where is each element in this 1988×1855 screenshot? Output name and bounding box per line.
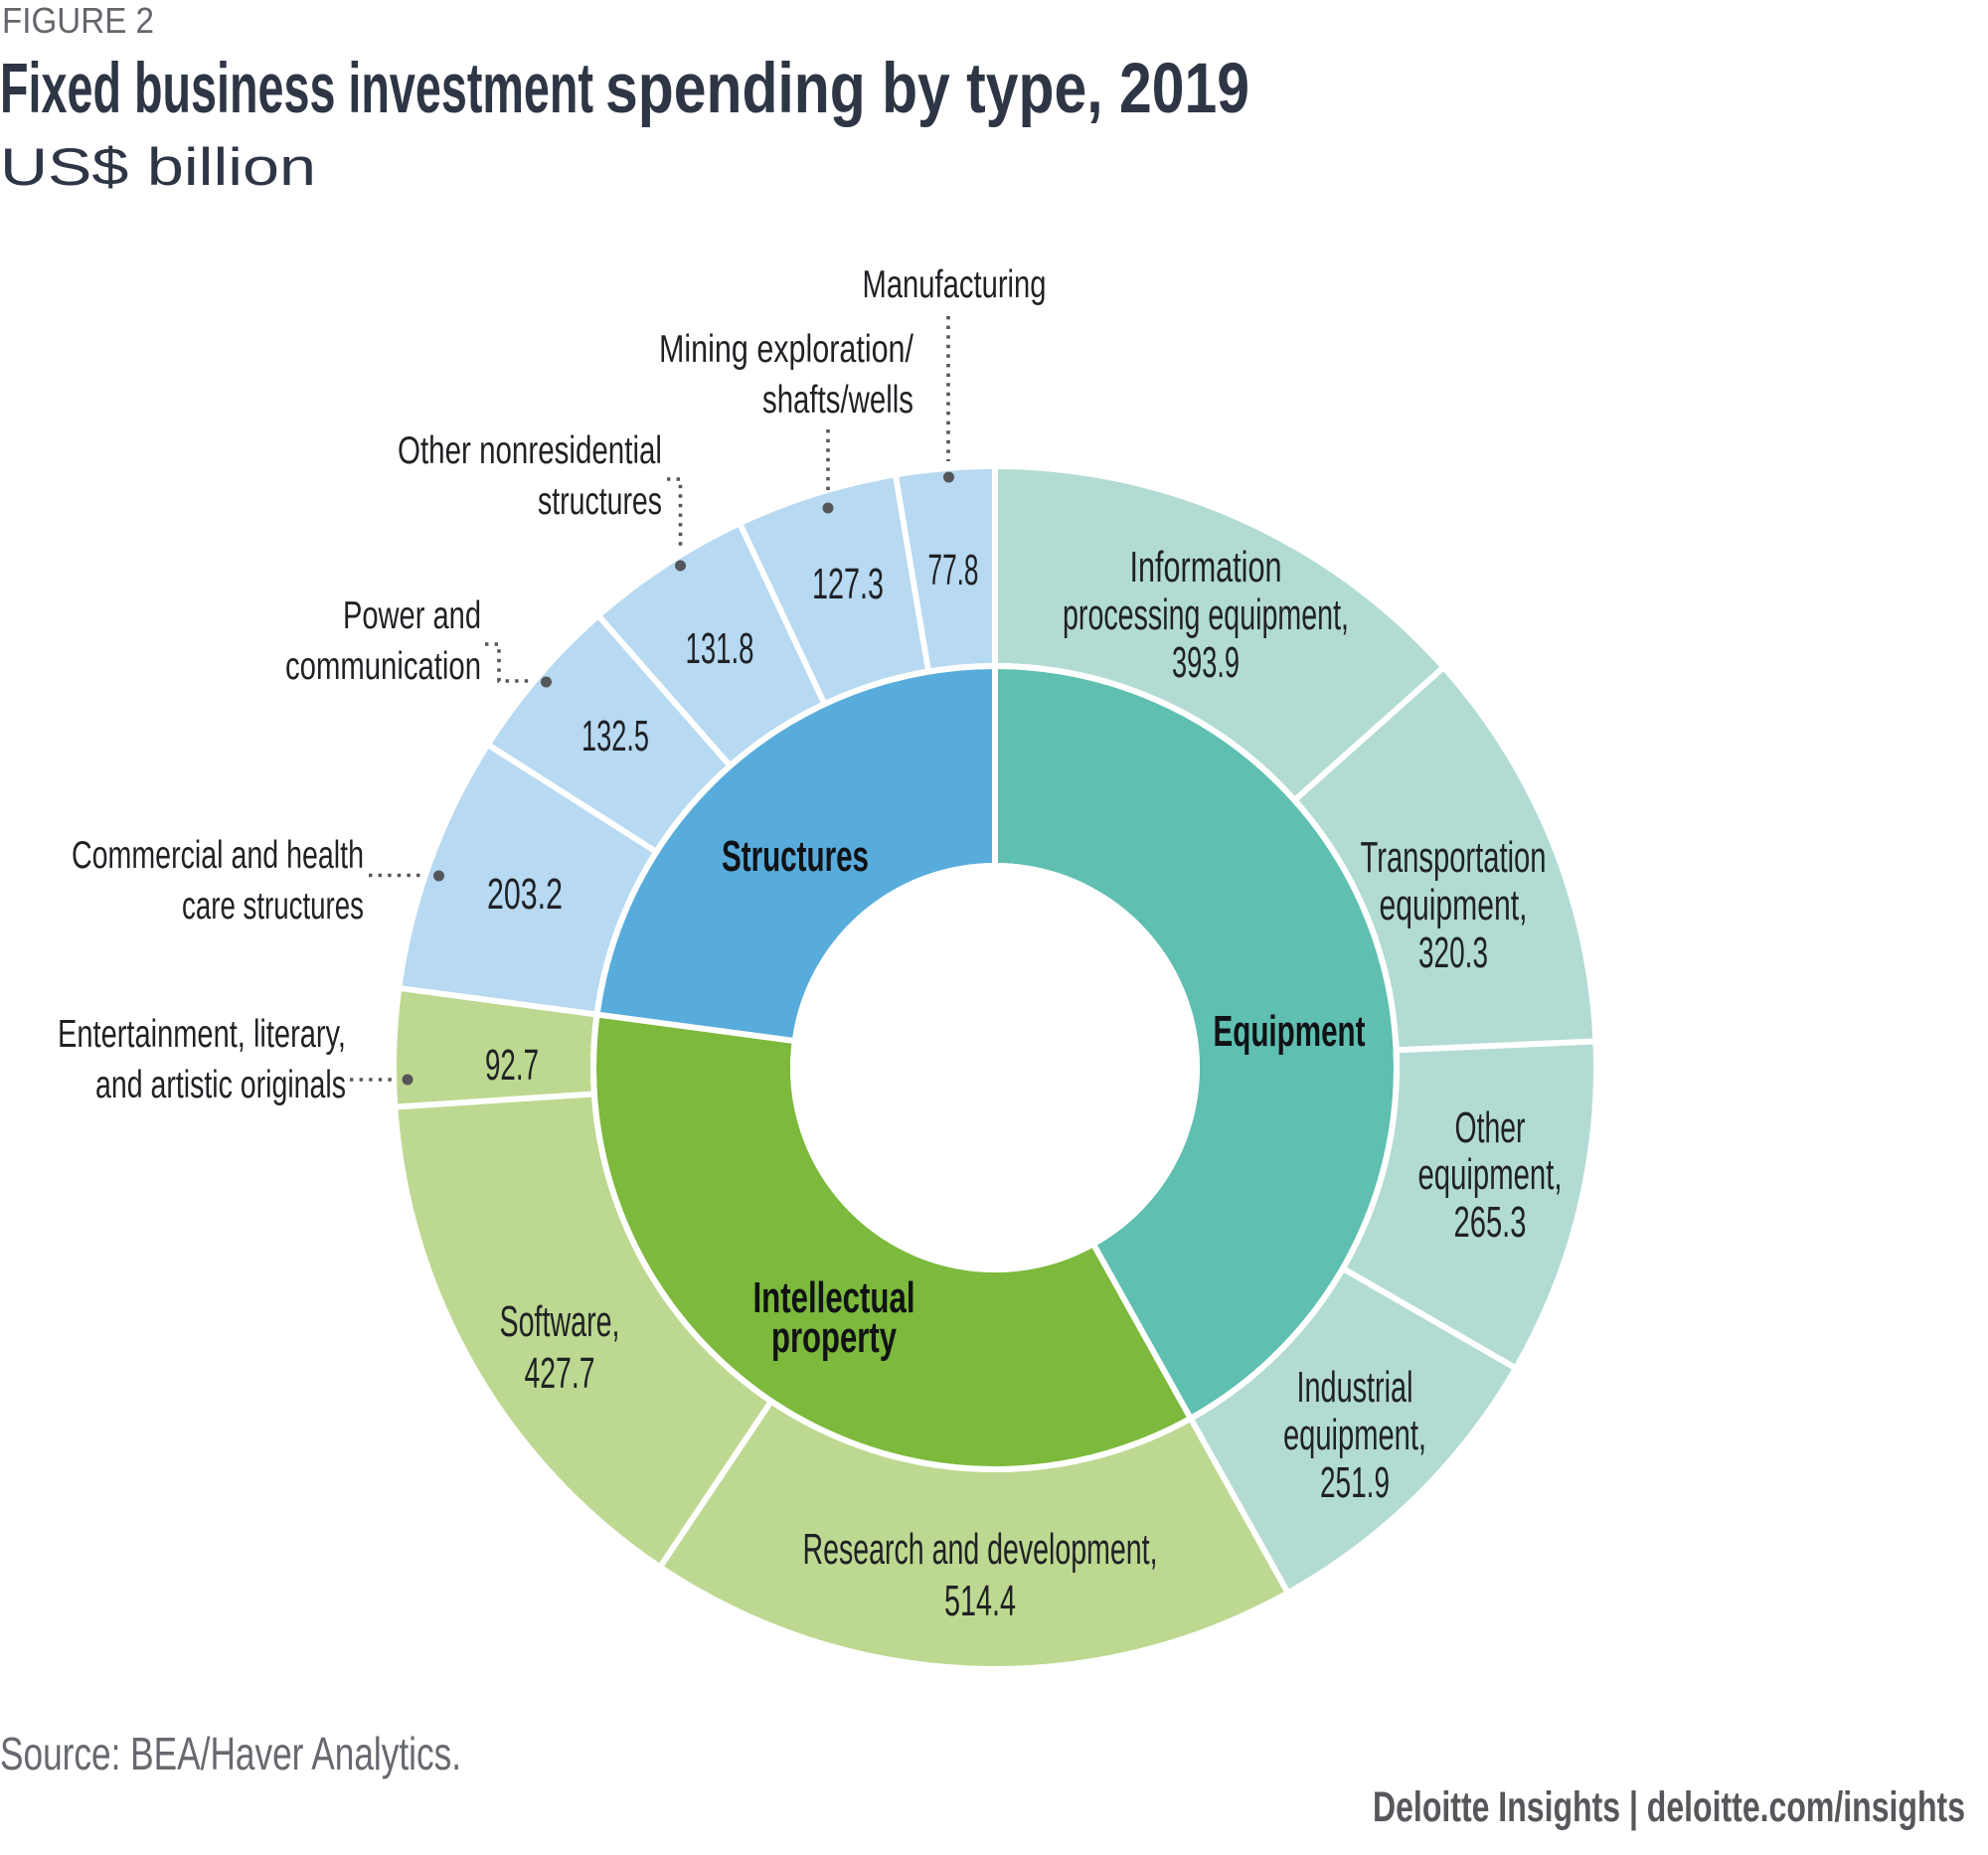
svg-text:132.5: 132.5 [581,712,649,760]
svg-text:Commercial and health: Commercial and health [72,834,364,877]
svg-text:Equipment: Equipment [1214,1007,1366,1056]
svg-text:property: property [771,1313,897,1362]
svg-text:and artistic originals: and artistic originals [95,1064,346,1106]
svg-text:Manufacturing: Manufacturing [863,263,1047,306]
svg-text:Power and: Power and [343,594,481,637]
svg-text:spending by type, 2019: spending by type, 2019 [605,50,1249,128]
svg-text:Information: Information [1130,543,1282,591]
svg-text:communication: communication [285,645,481,688]
svg-text:77.8: 77.8 [928,546,979,594]
svg-text:131.8: 131.8 [686,624,754,673]
svg-text:Source: BEA/Haver Analytics.: Source: BEA/Haver Analytics. [0,1728,461,1779]
svg-text:Other nonresidential: Other nonresidential [398,429,662,472]
svg-text:Mining exploration/: Mining exploration/ [659,328,913,371]
svg-text:equipment,: equipment, [1418,1150,1563,1199]
svg-text:251.9: 251.9 [1320,1458,1390,1507]
svg-text:127.3: 127.3 [812,560,884,608]
svg-text:shafts/wells: shafts/wells [762,379,913,422]
svg-text:equipment,: equipment, [1283,1411,1426,1459]
svg-text:427.7: 427.7 [525,1349,595,1398]
svg-text:203.2: 203.2 [487,870,563,919]
svg-text:Intellectual: Intellectual [753,1273,915,1322]
svg-text:265.3: 265.3 [1454,1198,1527,1247]
svg-text:92.7: 92.7 [485,1041,539,1090]
svg-text:Industrial: Industrial [1297,1363,1413,1412]
svg-text:Structures: Structures [722,832,869,881]
svg-text:Other: Other [1455,1103,1526,1152]
svg-text:Research and development,: Research and development, [803,1525,1158,1574]
svg-text:393.9: 393.9 [1172,638,1240,687]
svg-text:equipment,: equipment, [1380,881,1528,929]
svg-text:320.3: 320.3 [1418,928,1488,977]
svg-text:care structures: care structures [182,885,364,928]
svg-text:Entertainment, literary,: Entertainment, literary, [58,1013,346,1056]
svg-text:US$ billion: US$ billion [0,138,316,197]
svg-text:FIGURE 2: FIGURE 2 [2,0,154,41]
svg-text:Deloitte Insights | deloitte.c: Deloitte Insights | deloitte.com/insight… [1373,1783,1965,1831]
svg-text:514.4: 514.4 [944,1577,1016,1625]
svg-text:Fixed business investment: Fixed business investment [0,50,593,128]
svg-text:Transportation: Transportation [1361,833,1547,882]
svg-text:processing equipment,: processing equipment, [1063,590,1349,639]
svg-text:Software,: Software, [500,1297,620,1346]
svg-text:structures: structures [538,480,662,523]
